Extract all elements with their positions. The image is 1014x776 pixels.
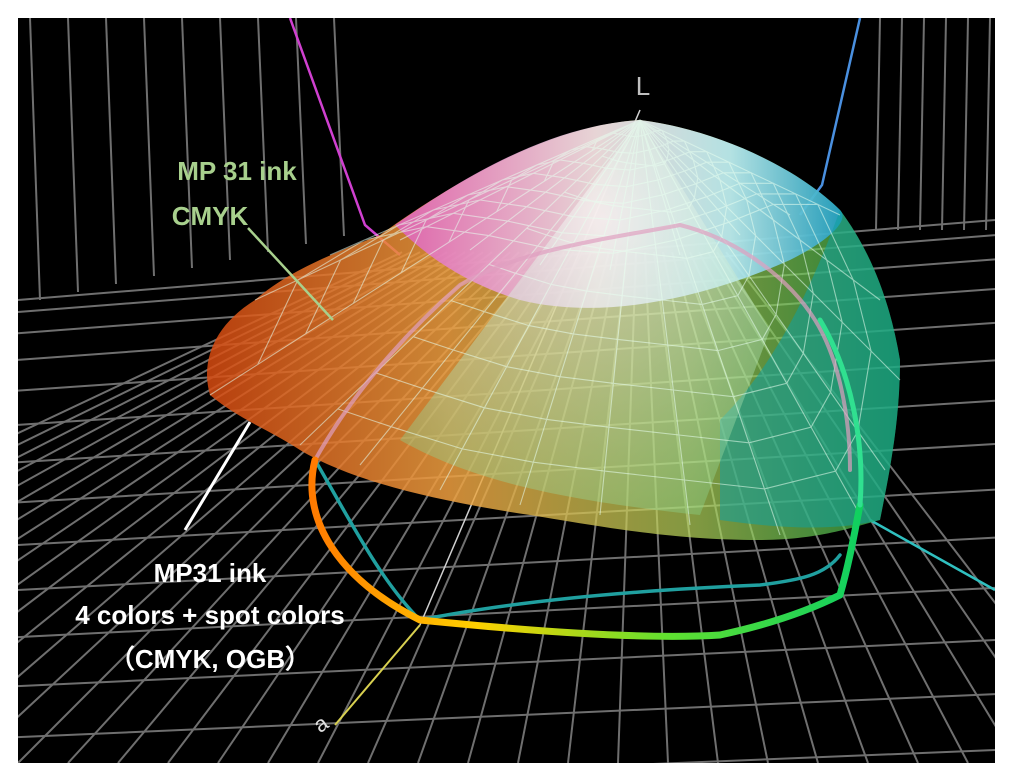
lightness-axis-label: L <box>636 71 650 101</box>
gamut-wireframe <box>209 119 901 536</box>
spot-ring-green-rise <box>817 317 864 508</box>
gamut-body-center <box>400 120 770 515</box>
spot-gamut-outline <box>308 223 864 640</box>
spot-ring-front <box>308 456 864 640</box>
cmyk-callout-line <box>247 227 334 321</box>
gamut-body-right <box>720 210 900 528</box>
cmyk-callout-title: MP 31 ink <box>177 156 297 186</box>
yellow-axis <box>334 624 421 726</box>
spot-ring-back <box>313 223 852 472</box>
cmyk-gamut-solid <box>207 119 901 540</box>
spot-ring-inner <box>313 458 842 622</box>
cmyk-callout-subtitle: CMYK <box>172 201 249 231</box>
spot-callout-line3: （CMYK, OGB） <box>109 644 311 674</box>
spot-callout-line2: 4 colors + spot colors <box>75 600 344 630</box>
spot-callout-line <box>183 421 252 531</box>
spot-callout-line1: MP31 ink <box>154 558 267 588</box>
cyan-axis <box>869 518 996 592</box>
